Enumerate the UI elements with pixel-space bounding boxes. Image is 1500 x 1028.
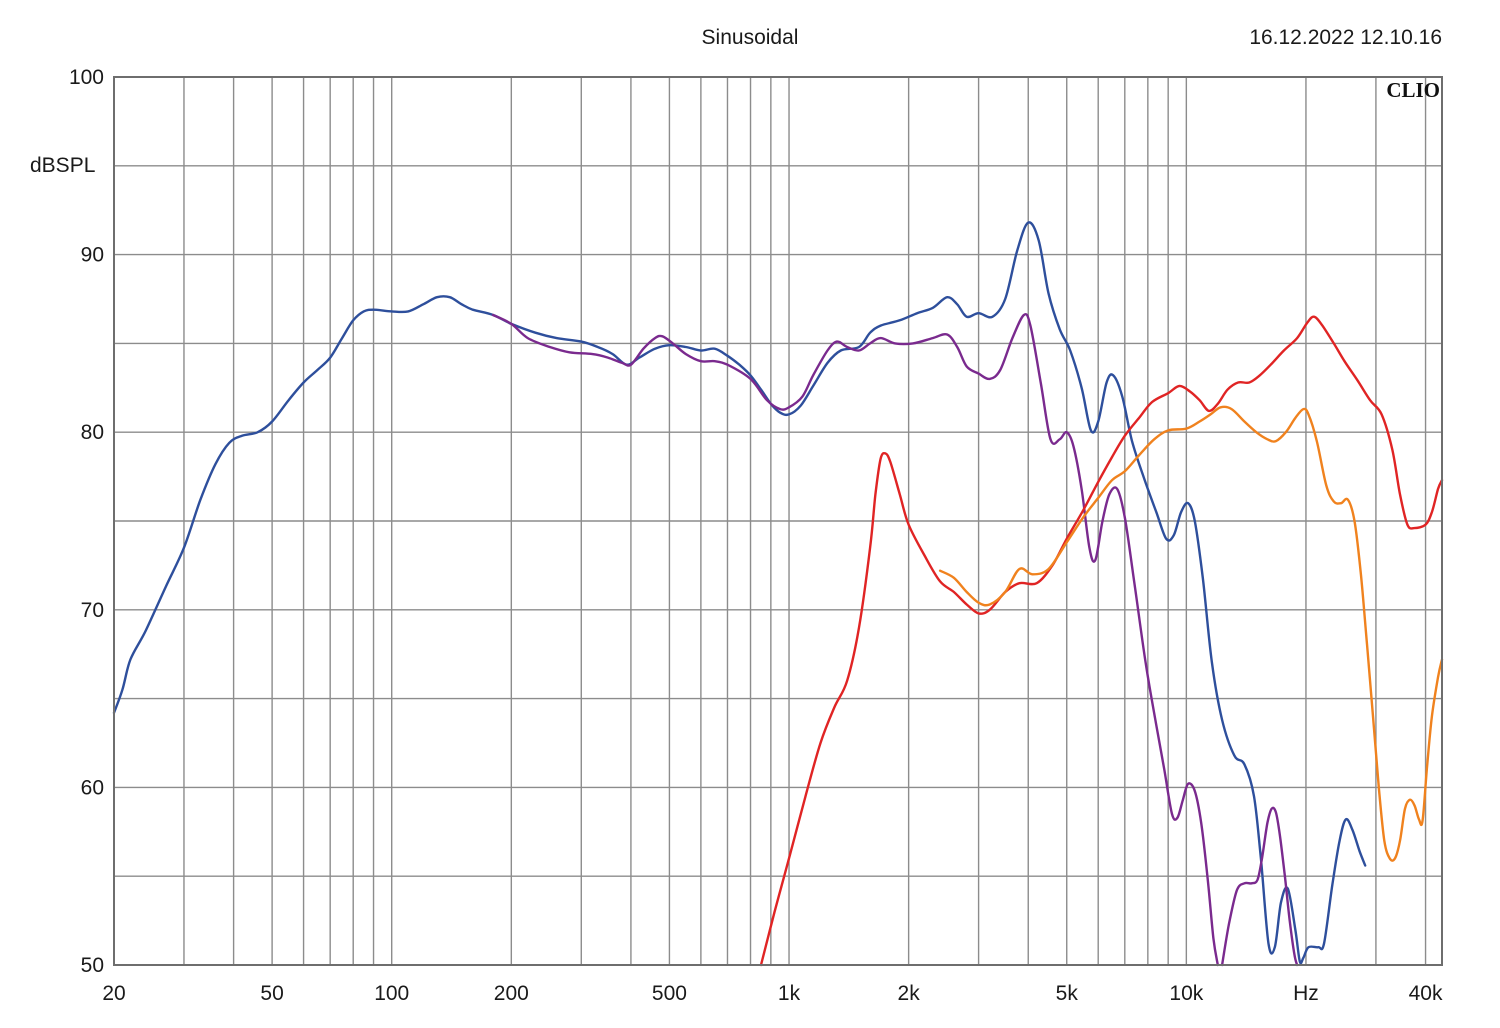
series-line-orange-4 <box>938 405 1444 862</box>
y-tick-label: 100 <box>69 66 104 89</box>
series-line-red-3 <box>759 315 1444 967</box>
grid <box>114 77 1442 965</box>
x-tick-label: 40k <box>1409 982 1443 1005</box>
y-tick-label: 90 <box>81 244 104 267</box>
x-tick-label: 500 <box>652 982 687 1005</box>
y-axis-label: dBSPL <box>30 154 96 177</box>
plot-area <box>112 221 1444 967</box>
clio-logo: CLIO <box>1386 78 1440 102</box>
x-tick-label: Hz <box>1293 982 1319 1005</box>
x-tick-label: 100 <box>374 982 409 1005</box>
x-tick-label: 50 <box>260 982 283 1005</box>
y-tick-label: 50 <box>81 954 104 977</box>
series-line-blue-0 <box>112 221 1367 965</box>
x-tick-label: 1k <box>778 982 801 1005</box>
x-tick-label: 200 <box>494 982 529 1005</box>
y-tick-label: 80 <box>81 421 104 444</box>
x-tick-label: 5k <box>1056 982 1079 1005</box>
x-tick-label: 20 <box>102 982 125 1005</box>
measurement-timestamp: 16.12.2022 12.10.16 <box>1249 26 1442 49</box>
plot-frame <box>113 76 1443 966</box>
x-tick-label: 2k <box>898 982 921 1005</box>
y-tick-label: 70 <box>81 599 104 622</box>
series-line-purple-1 <box>491 313 1219 967</box>
x-tick-label: 10k <box>1169 982 1203 1005</box>
series-line-purple-2 <box>1220 806 1299 967</box>
y-tick-label: 60 <box>81 776 104 799</box>
chart-title: Sinusoidal <box>701 26 799 49</box>
axis-ticks: 20 50 100 200 500 1k 2k 5k 10k Hz 40k 50 60 70 80 90 100 <box>69 66 1443 1005</box>
